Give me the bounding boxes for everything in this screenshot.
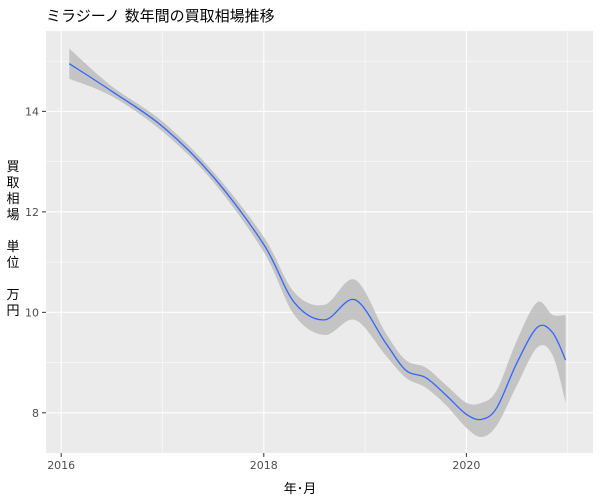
minor-gridlines-y — [46, 60, 593, 363]
y-axis-label: 買 取 相 場 単 位 万 円 — [6, 160, 20, 319]
trend-line — [68, 63, 567, 421]
y-tick-label: 8 — [32, 407, 39, 420]
x-axis-label: 年･月 — [283, 482, 317, 497]
x-tick-label: 2020 — [452, 459, 480, 472]
y-tick-label: 10 — [25, 306, 39, 319]
y-tick-label: 14 — [25, 105, 39, 118]
chart-title: ミラジーノ 数年間の買取相場推移 — [46, 7, 275, 25]
x-tick-label: 2018 — [250, 459, 278, 472]
minor-gridlines-x — [162, 31, 568, 453]
y-tick-label: 12 — [25, 206, 39, 219]
x-tick-label: 2016 — [47, 459, 75, 472]
x-axis: 2016 2018 2020 — [47, 453, 480, 472]
y-axis: 8 10 12 14 — [25, 105, 46, 420]
